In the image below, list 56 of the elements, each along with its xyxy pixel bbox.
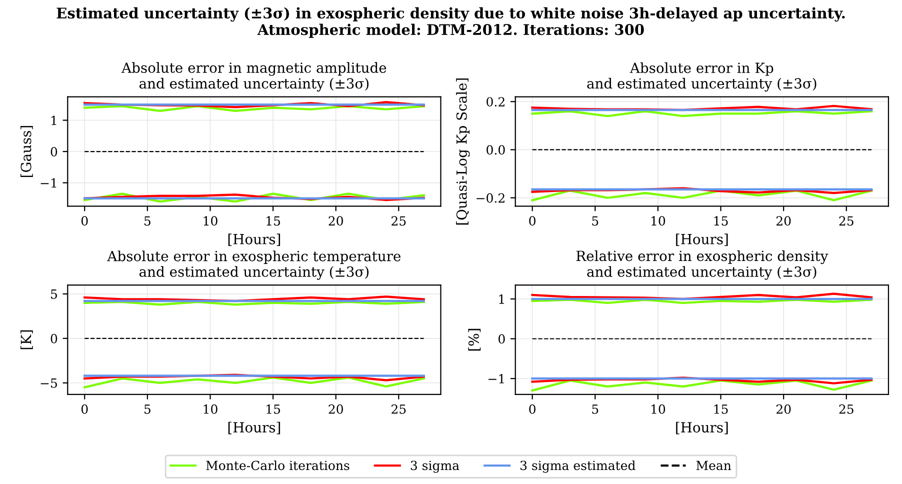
x-axis-title: [Hours]	[676, 234, 728, 246]
y-tick-label: 0.0	[486, 145, 505, 155]
x-tick-label: 20	[776, 216, 791, 226]
x-axis-title: [Hours]	[228, 422, 280, 434]
y-axis-title: [Gauss]	[20, 126, 33, 178]
y-tick-label: 0	[50, 146, 58, 156]
x-tick-label: 25	[839, 216, 854, 226]
line-series	[84, 376, 425, 388]
x-tick-label: 15	[714, 216, 728, 226]
y-tick-label: 0.2	[486, 97, 504, 107]
x-tick-label: 5	[592, 216, 598, 226]
x-axis-title: [Hours]	[228, 234, 280, 246]
x-tick-label: 0	[81, 216, 88, 226]
legend-label: Mean	[696, 460, 732, 470]
line-series	[531, 189, 873, 202]
x-tick-label: 15	[266, 404, 280, 414]
y-tick-label: −1	[40, 178, 56, 188]
x-tick-label: 25	[392, 404, 406, 414]
x-tick-label: 5	[592, 404, 598, 414]
chart-title: Absolute error in magnetic amplitude and estimated uncertainty (±3σ)	[121, 62, 386, 92]
y-tick-label: 5	[51, 290, 57, 299]
x-tick-label: 5	[144, 216, 150, 226]
y-tick-label: 1	[52, 116, 56, 125]
x-tick-label: 10	[652, 216, 666, 226]
chart-title: Absolute error in exospheric temperature and estimated uncertainty (±3σ)	[107, 250, 400, 280]
y-tick-label: −1	[488, 374, 504, 384]
x-tick-label: 10	[652, 404, 666, 414]
y-tick-label: −0.2	[476, 193, 504, 203]
x-tick-label: 25	[392, 216, 406, 226]
legend-label: 3 sigma	[410, 460, 460, 473]
y-tick-label: −5	[40, 378, 57, 388]
text: Estimated uncertainty (±3σ) in exospheric density due to white noise 3h-delayed ap uncertainty. Atmospheric model: DTM-2012. Iterations: 300	[56, 7, 845, 38]
chart-title: Relative error in exospheric density and estimated uncertainty (±3σ)	[576, 250, 828, 280]
chart-title: Absolute error in Kp and estimated uncertainty (±3σ)	[587, 62, 816, 92]
x-tick-label: 15	[714, 404, 728, 414]
legend-label: 3 sigma estimated	[520, 460, 636, 473]
x-tick-label: 20	[328, 404, 343, 414]
x-tick-label: 0	[81, 404, 88, 414]
y-axis-title: [K]	[20, 330, 33, 350]
y-tick-label: 0	[50, 334, 58, 344]
y-axis-title: [Quasi-Log Kp Scale]	[456, 78, 470, 225]
x-tick-label: 25	[839, 404, 854, 414]
x-tick-label: 10	[204, 404, 218, 414]
legend-label: Monte-Carlo iterations	[206, 460, 350, 470]
x-tick-label: 20	[328, 216, 343, 226]
line-series	[531, 379, 873, 392]
x-tick-label: 0	[529, 404, 536, 414]
x-tick-label: 20	[776, 404, 791, 414]
x-tick-label: 5	[144, 404, 150, 414]
y-tick-label: 1	[499, 294, 504, 304]
x-tick-label: 0	[529, 216, 536, 226]
x-axis-title: [Hours]	[676, 422, 728, 434]
x-tick-label: 10	[204, 216, 218, 226]
y-tick-label: 0	[498, 334, 505, 344]
x-tick-label: 15	[266, 216, 280, 226]
y-axis-title: [%]	[468, 328, 481, 351]
